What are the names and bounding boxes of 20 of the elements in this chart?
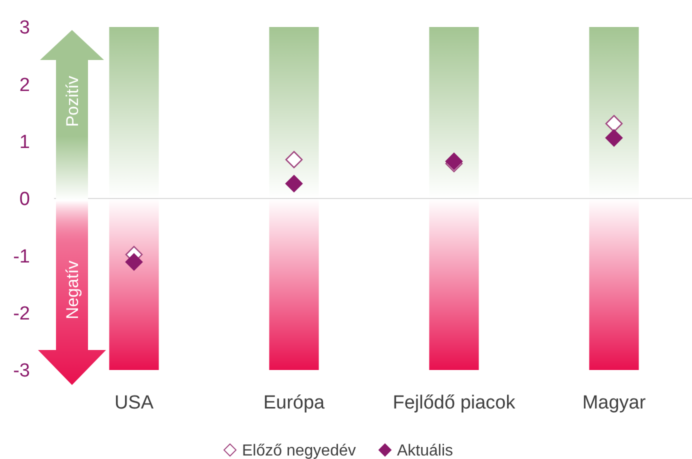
annotation: Pozitív [63,75,82,127]
y-tick-label: -3 [13,360,30,382]
point [605,114,623,132]
y-tick-label: -2 [13,303,30,324]
x-tick-label: Magyar [582,392,646,414]
point [285,174,303,192]
point [605,129,623,147]
legend-label: Aktuális [397,442,454,459]
point [125,253,143,271]
y-tick-label: 2 [19,74,30,96]
point [285,150,303,168]
y-tick-label: 1 [19,132,30,153]
y-tick-label: -1 [13,246,30,268]
y-tick-label: 3 [19,18,30,39]
legend-label: Előző negyedév [242,442,356,459]
y-tick-label: 0 [19,189,30,210]
x-tick-label: Fejlődő piacok [392,392,516,414]
x-tick-label: USA [114,392,154,414]
x-tick-label: Európa [263,392,326,414]
annotation: Negatív [63,260,82,320]
